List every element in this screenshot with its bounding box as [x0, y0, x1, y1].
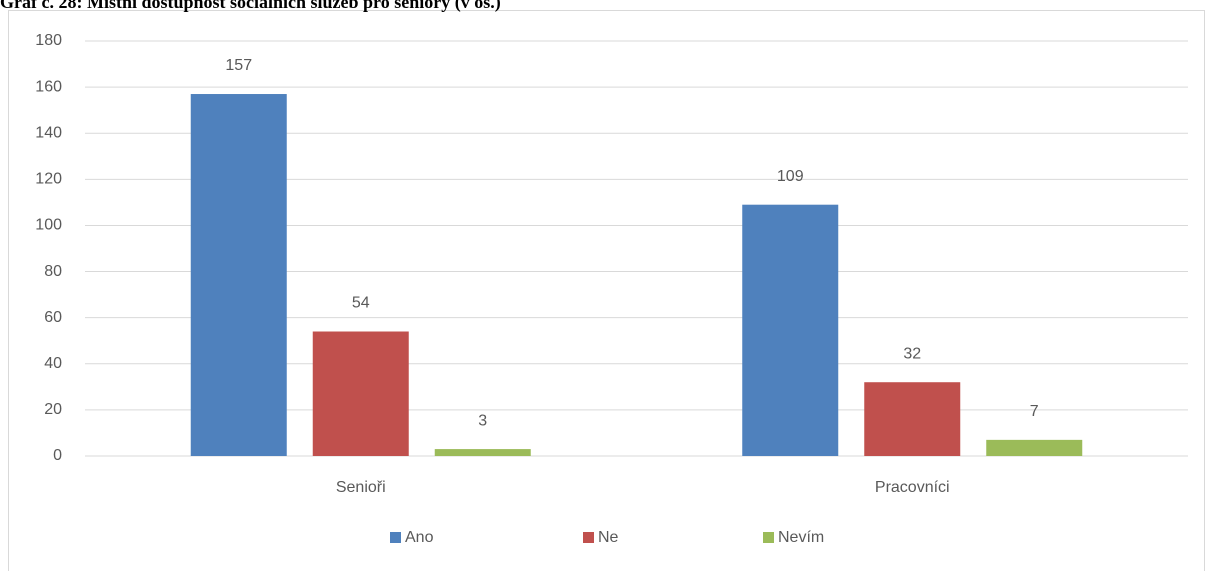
legend-label: Nevím	[778, 529, 824, 546]
bar	[986, 439, 1083, 456]
y-tick-label: 0	[53, 447, 62, 464]
data-label: 157	[225, 57, 252, 74]
y-tick-label: 60	[44, 309, 62, 326]
legend-label: Ano	[405, 529, 434, 546]
legend-swatch	[583, 532, 594, 543]
chart-frame	[8, 10, 1205, 571]
bar	[742, 204, 839, 456]
y-tick-label: 180	[35, 32, 62, 49]
legend-swatch	[390, 532, 401, 543]
data-label: 109	[777, 168, 804, 185]
y-tick-label: 40	[44, 355, 62, 372]
y-tick-label: 120	[35, 171, 62, 188]
y-tick-label: 160	[35, 78, 62, 95]
y-tick-label: 100	[35, 217, 62, 234]
x-tick-label: Senioři	[336, 479, 386, 496]
bar	[312, 331, 409, 456]
chart-title: Graf č. 28: Místní dostupnost sociálních…	[0, 0, 501, 13]
data-label: 32	[903, 345, 921, 362]
legend-swatch	[763, 532, 774, 543]
legend-label: Ne	[598, 529, 619, 546]
x-tick-label: Pracovníci	[875, 479, 950, 496]
data-label: 7	[1030, 403, 1039, 420]
bar	[434, 449, 531, 456]
bar	[864, 382, 961, 456]
data-label: 3	[478, 412, 487, 429]
bar	[190, 94, 287, 457]
y-tick-label: 140	[35, 124, 62, 141]
y-tick-label: 80	[44, 263, 62, 280]
data-label: 54	[352, 295, 370, 312]
y-tick-label: 20	[44, 401, 62, 418]
